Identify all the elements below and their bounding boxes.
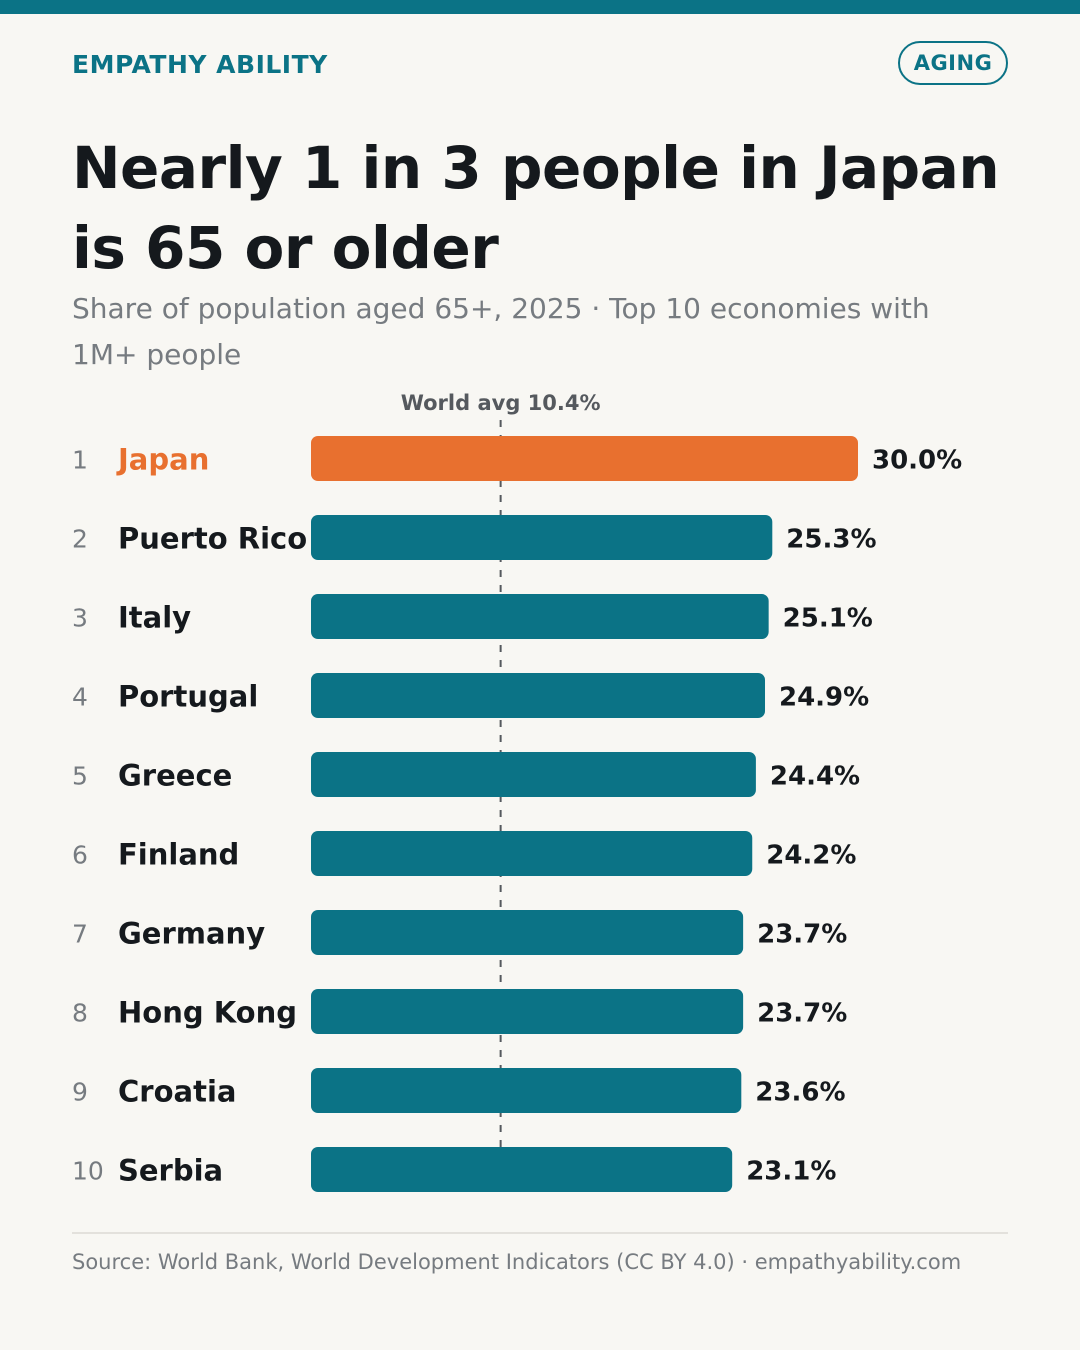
category-label: Greece — [118, 759, 232, 793]
rank-label: 4 — [72, 683, 88, 712]
value-label: 23.6% — [755, 1078, 845, 1108]
page-title: Nearly 1 in 3 people in Japan is 65 or o… — [72, 134, 1000, 282]
bar-chart: World avg 10.4% 1 Japan 30.0% 2 Puerto Rico 25… — [72, 391, 962, 1200]
bar — [311, 989, 744, 1034]
bar — [311, 831, 753, 876]
bar — [311, 515, 773, 560]
value-label: 23.7% — [757, 999, 847, 1029]
category-label: Serbia — [118, 1154, 223, 1188]
category-label: Portugal — [118, 680, 258, 714]
bar — [311, 594, 769, 639]
bar — [311, 1068, 742, 1113]
bar — [311, 1147, 733, 1192]
rank-label: 5 — [72, 762, 88, 791]
value-label: 23.7% — [757, 920, 847, 950]
category-label: Japan — [116, 443, 209, 477]
rank-label: 7 — [72, 920, 88, 949]
bar — [311, 673, 766, 718]
category-label: Hong Kong — [118, 996, 297, 1030]
subtitle: Share of population aged 65+, 2025 · Top… — [72, 292, 930, 371]
rank-label: 1 — [72, 446, 88, 475]
value-label: 25.1% — [783, 604, 873, 634]
bar — [311, 910, 744, 955]
rank-label: 6 — [72, 841, 88, 870]
footer-divider — [72, 1232, 1008, 1234]
world-average-label: World avg 10.4% — [401, 391, 601, 415]
topic-tag: AGING — [898, 41, 1008, 85]
value-label: 23.1% — [746, 1157, 836, 1187]
rank-label: 3 — [72, 604, 88, 633]
value-label: 24.2% — [766, 841, 856, 871]
category-label: Italy — [118, 601, 191, 635]
rank-label: 2 — [72, 525, 88, 554]
top-accent-bar — [0, 0, 1080, 14]
value-label: 30.0% — [872, 446, 962, 476]
value-label: 24.9% — [779, 683, 869, 713]
bar — [311, 436, 858, 481]
value-label: 24.4% — [770, 762, 860, 792]
rank-label: 10 — [72, 1157, 104, 1186]
category-label: Germany — [118, 917, 265, 951]
category-label: Finland — [118, 838, 239, 872]
brand-name: EMPATHY ABILITY — [72, 50, 328, 79]
source-note: Source: World Bank, World Development In… — [72, 1250, 962, 1274]
bar — [311, 752, 756, 797]
value-label: 25.3% — [786, 525, 876, 555]
rank-label: 9 — [72, 1078, 88, 1107]
category-label: Croatia — [118, 1075, 236, 1109]
category-label: Puerto Rico — [118, 522, 307, 556]
rank-label: 8 — [72, 999, 88, 1028]
